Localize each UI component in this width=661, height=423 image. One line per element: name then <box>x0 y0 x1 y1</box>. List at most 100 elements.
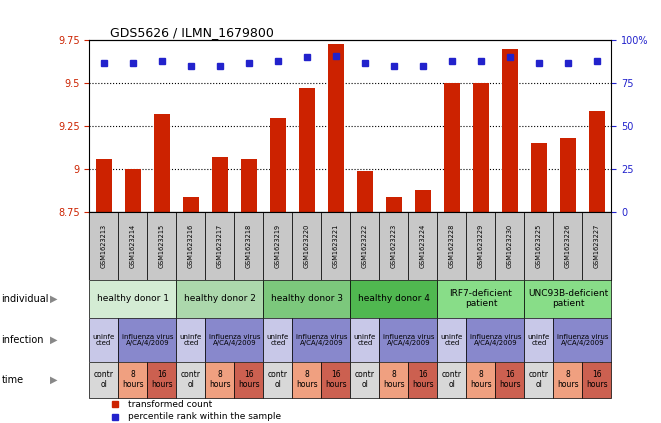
Bar <box>379 318 438 362</box>
Bar <box>467 212 495 280</box>
Bar <box>176 362 206 398</box>
Bar <box>321 362 350 398</box>
Text: influenza virus
A/CA/4/2009: influenza virus A/CA/4/2009 <box>383 334 434 346</box>
Text: 16
hours: 16 hours <box>586 371 607 389</box>
Text: time: time <box>1 375 23 385</box>
Text: UNC93B-deficient
patient: UNC93B-deficient patient <box>527 289 608 308</box>
Text: GSM1623230: GSM1623230 <box>507 224 513 268</box>
Text: transformed count: transformed count <box>128 400 213 409</box>
Text: GSM1623220: GSM1623220 <box>304 224 310 268</box>
Text: uninfe
cted: uninfe cted <box>441 334 463 346</box>
Text: IRF7-deficient
patient: IRF7-deficient patient <box>449 289 512 308</box>
Text: influenza virus
A/CA/4/2009: influenza virus A/CA/4/2009 <box>295 334 347 346</box>
Text: healthy donor 4: healthy donor 4 <box>358 294 430 303</box>
Text: 8
hours: 8 hours <box>470 371 492 389</box>
Bar <box>89 212 118 280</box>
Bar <box>206 362 234 398</box>
Text: GSM1623228: GSM1623228 <box>449 224 455 268</box>
Bar <box>147 362 176 398</box>
Bar <box>147 212 176 280</box>
Bar <box>89 318 118 362</box>
Bar <box>118 318 176 362</box>
Bar <box>206 318 263 362</box>
Text: uninfe
cted: uninfe cted <box>93 334 115 346</box>
Text: GSM1623221: GSM1623221 <box>333 224 339 268</box>
Bar <box>263 318 292 362</box>
Text: 8
hours: 8 hours <box>122 371 143 389</box>
Bar <box>379 362 408 398</box>
Bar <box>234 212 263 280</box>
Bar <box>234 362 263 398</box>
Text: GSM1623225: GSM1623225 <box>536 224 542 268</box>
Text: ▶: ▶ <box>50 294 58 304</box>
Bar <box>444 83 460 212</box>
Text: healthy donor 3: healthy donor 3 <box>271 294 343 303</box>
Bar <box>524 362 553 398</box>
Text: uninfe
cted: uninfe cted <box>266 334 289 346</box>
Bar <box>560 138 576 212</box>
Bar <box>154 114 170 212</box>
Bar <box>89 362 118 398</box>
Bar <box>321 212 350 280</box>
Text: GSM1623219: GSM1623219 <box>275 224 281 268</box>
Text: GSM1623217: GSM1623217 <box>217 224 223 268</box>
Text: 16
hours: 16 hours <box>499 371 521 389</box>
Bar <box>212 157 228 212</box>
Text: infection: infection <box>1 335 44 345</box>
Bar <box>438 318 467 362</box>
Text: GSM1623215: GSM1623215 <box>159 224 165 268</box>
Text: 8
hours: 8 hours <box>383 371 405 389</box>
Text: percentile rank within the sample: percentile rank within the sample <box>128 412 282 421</box>
Bar <box>582 212 611 280</box>
Text: GSM1623227: GSM1623227 <box>594 224 600 268</box>
Bar <box>589 111 605 212</box>
Bar <box>176 212 206 280</box>
Text: GDS5626 / ILMN_1679800: GDS5626 / ILMN_1679800 <box>110 26 274 39</box>
Bar <box>270 118 286 212</box>
Text: individual: individual <box>1 294 49 304</box>
Bar <box>350 212 379 280</box>
Bar <box>553 362 582 398</box>
Text: influenza virus
A/CA/4/2009: influenza virus A/CA/4/2009 <box>469 334 521 346</box>
Bar <box>467 362 495 398</box>
Text: contr
ol: contr ol <box>442 371 462 389</box>
Bar <box>89 280 176 318</box>
Bar <box>495 212 524 280</box>
Text: 8
hours: 8 hours <box>296 371 318 389</box>
Bar <box>438 212 467 280</box>
Bar <box>263 280 350 318</box>
Text: 8
hours: 8 hours <box>557 371 579 389</box>
Text: GSM1623216: GSM1623216 <box>188 224 194 268</box>
Bar <box>438 362 467 398</box>
Bar <box>467 318 524 362</box>
Text: GSM1623213: GSM1623213 <box>100 224 106 268</box>
Text: contr
ol: contr ol <box>355 371 375 389</box>
Bar <box>299 88 315 212</box>
Bar <box>408 362 438 398</box>
Text: healthy donor 2: healthy donor 2 <box>184 294 256 303</box>
Text: healthy donor 1: healthy donor 1 <box>97 294 169 303</box>
Text: uninfe
cted: uninfe cted <box>354 334 376 346</box>
Bar <box>350 280 438 318</box>
Text: ▶: ▶ <box>50 335 58 345</box>
Bar <box>524 318 553 362</box>
Bar <box>357 171 373 212</box>
Text: GSM1623223: GSM1623223 <box>391 224 397 268</box>
Text: influenza virus
A/CA/4/2009: influenza virus A/CA/4/2009 <box>208 334 260 346</box>
Bar <box>125 169 141 212</box>
Text: contr
ol: contr ol <box>529 371 549 389</box>
Bar <box>118 362 147 398</box>
Bar <box>241 159 256 212</box>
Bar <box>473 83 489 212</box>
Text: 16
hours: 16 hours <box>325 371 346 389</box>
Bar <box>438 280 524 318</box>
Bar <box>292 318 350 362</box>
Bar <box>292 212 321 280</box>
Bar <box>553 318 611 362</box>
Text: uninfe
cted: uninfe cted <box>180 334 202 346</box>
Bar <box>524 280 611 318</box>
Bar <box>206 212 234 280</box>
Bar <box>328 44 344 212</box>
Bar <box>553 212 582 280</box>
Text: contr
ol: contr ol <box>268 371 288 389</box>
